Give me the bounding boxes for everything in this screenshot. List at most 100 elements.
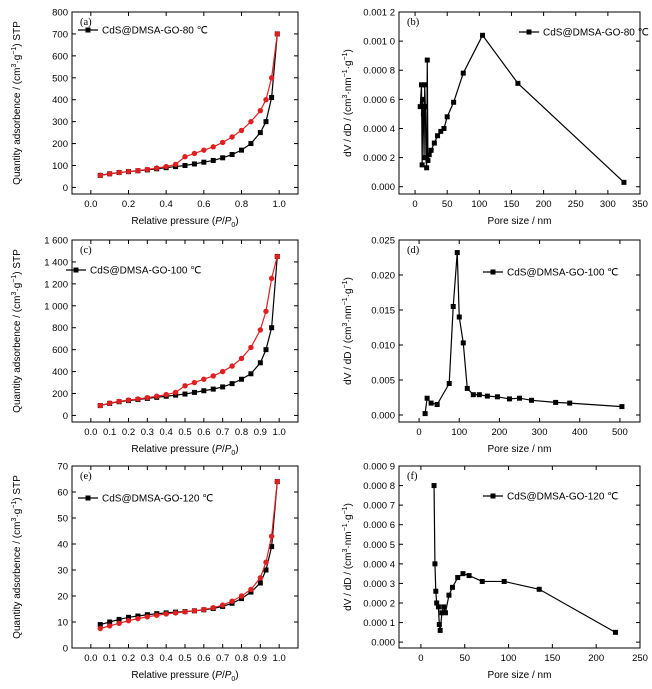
data-point — [144, 394, 151, 401]
data-point — [437, 627, 443, 633]
y-tick-label: 800 — [52, 323, 68, 334]
legend-label: CdS@DMSA-GO-120 ℃ — [507, 492, 618, 503]
y-tick-label: 50 — [57, 514, 68, 525]
data-point — [455, 575, 461, 581]
x-tick-label: 0.3 — [141, 653, 154, 664]
y-tick-label: 1 000 — [44, 301, 68, 312]
data-point — [182, 391, 188, 397]
x-tick-label: 0.7 — [216, 653, 229, 664]
x-tick-label: 1.0 — [273, 427, 286, 438]
data-point — [248, 344, 254, 351]
data-point — [506, 396, 512, 402]
data-point — [274, 253, 280, 260]
x-tick-label: 200 — [491, 427, 507, 438]
data-point — [621, 179, 627, 185]
x-axis-label: Relative pressure (P/P0) — [131, 670, 238, 683]
x-tick-label: 0.1 — [103, 427, 116, 438]
data-point — [442, 610, 448, 616]
data-point — [567, 400, 573, 406]
x-tick-label: 0.5 — [178, 653, 191, 664]
data-point — [144, 166, 151, 173]
data-point — [219, 602, 226, 608]
legend-label: CdS@DMSA-GO-80 ℃ — [102, 26, 208, 37]
data-point — [436, 622, 442, 628]
y-tick-label: 1 400 — [44, 257, 68, 268]
x-tick-label: 0.8 — [235, 199, 248, 210]
data-point — [219, 139, 226, 146]
data-point — [269, 95, 275, 101]
data-point — [163, 391, 169, 398]
y-axis-label: dV / dD / (cm3·nm−1·g−1) — [342, 277, 354, 385]
data-point — [268, 533, 275, 539]
data-point — [248, 371, 254, 377]
data-point — [238, 355, 245, 362]
data-point — [125, 397, 132, 403]
y-tick-label: 0 — [63, 183, 68, 194]
data-point — [125, 168, 132, 175]
data-point — [274, 31, 280, 37]
data-point — [444, 114, 450, 120]
data-point — [116, 169, 122, 176]
x-tick-label: 250 — [632, 653, 648, 664]
x-tick-label: 0 — [416, 427, 421, 438]
data-point — [220, 155, 226, 161]
x-tick-label: 0.3 — [141, 427, 154, 438]
data-point — [201, 388, 207, 394]
series-line-0 — [433, 485, 616, 633]
y-tick-label: 0.000 1 — [363, 618, 395, 629]
data-point — [419, 162, 425, 168]
y-axis-label: Quantity adsorbence / (cm3·g−1) STP — [11, 249, 23, 413]
legend-marker — [85, 27, 91, 33]
data-point — [466, 573, 472, 579]
x-tick-label: 300 — [532, 427, 548, 438]
data-point — [239, 376, 244, 382]
x-tick-label: 0.6 — [197, 653, 210, 664]
x-tick-label: 200 — [588, 653, 604, 664]
y-tick-label: 0.000 7 — [363, 501, 395, 512]
data-point — [263, 347, 269, 353]
data-point — [116, 398, 122, 405]
x-tick-label: 150 — [544, 653, 560, 664]
x-tick-label: 0.0 — [84, 427, 97, 438]
data-point — [257, 580, 263, 586]
data-point — [257, 360, 263, 366]
data-point — [420, 111, 426, 117]
y-tick-label: 60 — [57, 488, 68, 499]
data-point — [274, 478, 280, 485]
data-point — [182, 154, 188, 160]
y-axis-label: Quantity adsorbence / (cm3·g−1) STP — [11, 475, 23, 639]
data-point — [441, 604, 447, 610]
data-point — [431, 483, 437, 489]
data-point — [248, 118, 254, 125]
data-point — [470, 392, 476, 398]
x-tick-label: 0.6 — [197, 427, 210, 438]
y-axis-label: dV / dD / (cm3·nm−1·g−1) — [342, 49, 354, 157]
data-point — [107, 619, 113, 625]
y-tick-label: 0.000 8 — [363, 481, 395, 492]
x-tick-label: 50 — [459, 653, 470, 664]
data-point — [263, 119, 269, 125]
panel-label: (d) — [407, 245, 420, 256]
data-point — [257, 327, 264, 333]
y-tick-label: 400 — [52, 95, 68, 106]
data-point — [182, 383, 188, 389]
data-point — [501, 578, 507, 584]
data-point — [172, 389, 179, 396]
x-tick-label: 0.7 — [216, 427, 229, 438]
x-tick-label: 0.9 — [254, 653, 267, 664]
y-tick-label: 0.000 6 — [363, 520, 395, 531]
data-point — [479, 578, 485, 584]
x-tick-label: 1.0 — [273, 199, 286, 210]
y-tick-label: 200 — [52, 139, 68, 150]
data-point — [135, 615, 141, 622]
x-tick-label: 0.2 — [122, 199, 135, 210]
data-point — [97, 625, 103, 632]
x-tick-label: 1.0 — [273, 653, 286, 664]
y-tick-label: 0.005 — [371, 376, 395, 387]
legend-marker — [490, 269, 496, 275]
y-tick-label: 100 — [52, 161, 68, 172]
y-tick-label: 0.020 — [371, 271, 395, 282]
y-tick-label: 300 — [52, 117, 68, 128]
data-point — [263, 559, 269, 565]
